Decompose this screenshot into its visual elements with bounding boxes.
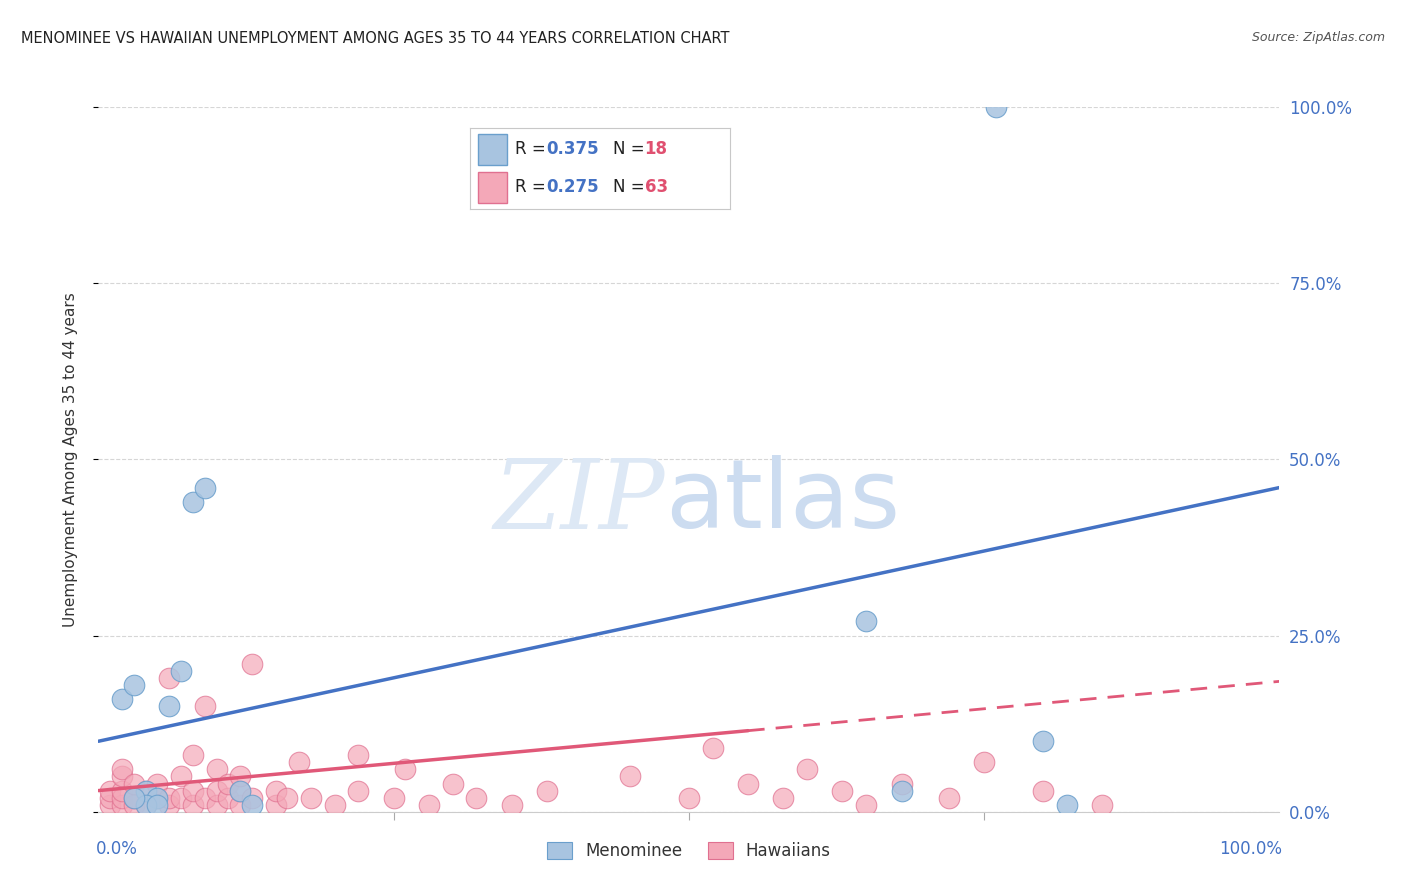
Point xyxy=(146,797,169,812)
Point xyxy=(973,756,995,770)
Point xyxy=(240,657,263,671)
Point xyxy=(347,783,370,797)
Point xyxy=(135,797,157,812)
Point xyxy=(217,776,239,790)
Point xyxy=(122,776,145,790)
Point xyxy=(276,790,298,805)
Point xyxy=(702,741,724,756)
Text: ZIP: ZIP xyxy=(494,455,665,549)
Point xyxy=(465,790,488,805)
Text: 0.275: 0.275 xyxy=(546,178,599,196)
Point xyxy=(240,797,263,812)
Point xyxy=(98,790,121,805)
Point xyxy=(229,797,252,812)
Point xyxy=(890,783,912,797)
Point xyxy=(181,797,204,812)
Point xyxy=(146,790,169,805)
Legend: Menominee, Hawaiians: Menominee, Hawaiians xyxy=(540,835,838,867)
Point xyxy=(157,797,180,812)
Point xyxy=(855,797,877,812)
Point xyxy=(382,790,405,805)
Point xyxy=(831,783,853,797)
Point xyxy=(264,797,287,812)
Point xyxy=(146,776,169,790)
Point xyxy=(229,769,252,784)
Text: atlas: atlas xyxy=(665,455,900,549)
Point xyxy=(938,790,960,805)
Point xyxy=(737,776,759,790)
Point xyxy=(536,783,558,797)
Point xyxy=(229,783,252,797)
Point xyxy=(619,769,641,784)
Point xyxy=(678,790,700,805)
Point xyxy=(394,763,416,777)
Point xyxy=(323,797,346,812)
Point xyxy=(229,783,252,797)
Point xyxy=(772,790,794,805)
Point xyxy=(194,699,217,714)
Point xyxy=(217,790,239,805)
Point xyxy=(146,790,169,805)
Point xyxy=(501,797,523,812)
Point xyxy=(170,790,193,805)
Y-axis label: Unemployment Among Ages 35 to 44 years: Unemployment Among Ages 35 to 44 years xyxy=(63,292,77,627)
Point xyxy=(122,790,145,805)
Point xyxy=(240,790,263,805)
Point xyxy=(288,756,311,770)
Point xyxy=(135,783,157,797)
FancyBboxPatch shape xyxy=(478,134,506,165)
Point xyxy=(264,783,287,797)
Point xyxy=(111,790,134,805)
Point xyxy=(122,790,145,805)
Point xyxy=(441,776,464,790)
Point xyxy=(157,790,180,805)
Point xyxy=(111,783,134,797)
Point xyxy=(111,769,134,784)
Point xyxy=(796,763,818,777)
Point xyxy=(157,699,180,714)
Point xyxy=(194,481,217,495)
Point xyxy=(135,797,157,812)
Point xyxy=(1091,797,1114,812)
Text: 0.375: 0.375 xyxy=(546,140,599,158)
Point xyxy=(418,797,440,812)
Text: N =: N = xyxy=(613,140,650,158)
Point xyxy=(205,797,228,812)
Point xyxy=(98,783,121,797)
Point xyxy=(181,783,204,797)
Point xyxy=(98,797,121,812)
Point xyxy=(111,763,134,777)
Point xyxy=(170,769,193,784)
Text: 100.0%: 100.0% xyxy=(1219,840,1282,858)
Point xyxy=(984,100,1007,114)
FancyBboxPatch shape xyxy=(478,172,506,202)
Point xyxy=(111,797,134,812)
Point xyxy=(1032,783,1054,797)
Point xyxy=(1056,797,1078,812)
Text: 18: 18 xyxy=(644,140,668,158)
Text: Source: ZipAtlas.com: Source: ZipAtlas.com xyxy=(1251,31,1385,45)
Point xyxy=(170,664,193,678)
Point xyxy=(157,671,180,685)
Point xyxy=(205,763,228,777)
Point xyxy=(181,748,204,763)
Text: MENOMINEE VS HAWAIIAN UNEMPLOYMENT AMONG AGES 35 TO 44 YEARS CORRELATION CHART: MENOMINEE VS HAWAIIAN UNEMPLOYMENT AMONG… xyxy=(21,31,730,46)
Text: N =: N = xyxy=(613,178,650,196)
Point xyxy=(855,615,877,629)
Text: R =: R = xyxy=(515,178,551,196)
Point xyxy=(135,783,157,797)
Point xyxy=(890,776,912,790)
Text: 63: 63 xyxy=(644,178,668,196)
Text: 0.0%: 0.0% xyxy=(96,840,138,858)
Point xyxy=(205,783,228,797)
Point xyxy=(122,678,145,692)
Point xyxy=(122,797,145,812)
Text: R =: R = xyxy=(515,140,551,158)
Point xyxy=(181,494,204,508)
Point xyxy=(299,790,322,805)
Point xyxy=(111,692,134,706)
Point xyxy=(347,748,370,763)
Point xyxy=(194,790,217,805)
Point xyxy=(1032,734,1054,748)
